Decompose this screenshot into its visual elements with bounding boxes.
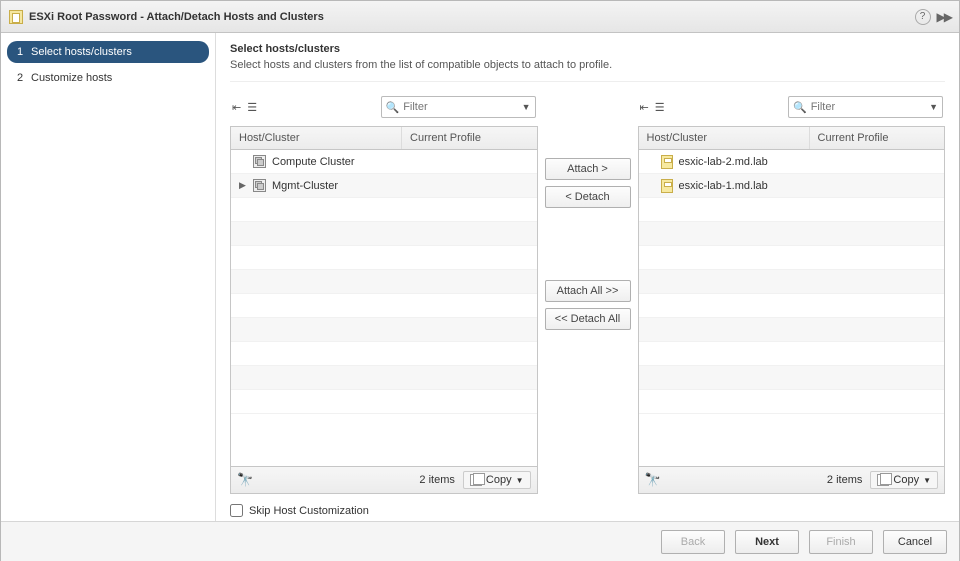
page-title: Select hosts/clusters xyxy=(230,43,945,55)
chevron-down-icon: ▼ xyxy=(923,476,931,485)
tree-list-icon[interactable]: ☰ xyxy=(247,101,257,114)
copy-icon xyxy=(470,474,482,486)
next-button[interactable]: Next xyxy=(735,530,799,554)
step-label: Select hosts/clusters xyxy=(31,46,132,58)
grid-row[interactable]: esxic-lab-2.md.lab xyxy=(639,150,945,174)
row-label: Compute Cluster xyxy=(272,156,355,168)
wizard-sidebar: 1 Select hosts/clusters 2 Customize host… xyxy=(1,33,216,521)
chevron-down-icon: ▼ xyxy=(516,476,524,485)
toolbar-icons[interactable]: ⇤ ☰ xyxy=(232,101,257,114)
host-icon xyxy=(661,155,673,169)
row-label: Mgmt-Cluster xyxy=(272,180,338,192)
filter-dropdown-icon[interactable]: ▼ xyxy=(522,102,531,112)
filter-box-right[interactable]: 🔍 ▼ xyxy=(788,96,943,118)
row-label: esxic-lab-1.md.lab xyxy=(679,180,768,192)
col-host-header[interactable]: Host/Cluster xyxy=(639,127,810,149)
cluster-icon xyxy=(253,155,266,168)
cluster-icon xyxy=(253,179,266,192)
item-count-right: 2 items xyxy=(827,474,862,486)
wizard-step-1[interactable]: 1 Select hosts/clusters xyxy=(7,41,209,63)
copy-button-left[interactable]: Copy ▼ xyxy=(463,471,531,489)
copy-label: Copy xyxy=(486,474,512,486)
skip-customization-label: Skip Host Customization xyxy=(249,505,369,517)
grid-row[interactable]: Compute Cluster xyxy=(231,150,537,174)
finish-button[interactable]: Finish xyxy=(809,530,873,554)
skip-customization-row: Skip Host Customization xyxy=(230,504,945,517)
filter-input-left[interactable] xyxy=(403,101,503,113)
find-icon[interactable]: 🔭 xyxy=(237,472,253,488)
attach-all-button[interactable]: Attach All >> xyxy=(545,280,631,302)
wizard-footer: Back Next Finish Cancel xyxy=(1,521,959,561)
item-count-left: 2 items xyxy=(419,474,454,486)
profile-icon xyxy=(9,10,23,24)
row-label: esxic-lab-2.md.lab xyxy=(679,156,768,168)
attached-panel: ⇤ ☰ 🔍 ▼ Host/Cluster Current Profile xyxy=(638,94,946,494)
attached-grid-body: esxic-lab-2.md.lab esxic-lab-1.md.lab xyxy=(639,150,945,466)
cancel-button[interactable]: Cancel xyxy=(883,530,947,554)
col-host-header[interactable]: Host/Cluster xyxy=(231,127,402,149)
attach-button[interactable]: Attach > xyxy=(545,158,631,180)
filter-box-left[interactable]: 🔍 ▼ xyxy=(381,96,536,118)
skip-customization-checkbox[interactable] xyxy=(230,504,243,517)
detach-all-button[interactable]: << Detach All xyxy=(545,308,631,330)
title-bar: ESXi Root Password - Attach/Detach Hosts… xyxy=(1,1,959,33)
copy-label: Copy xyxy=(893,474,919,486)
back-button[interactable]: Back xyxy=(661,530,725,554)
tree-list-icon[interactable]: ☰ xyxy=(655,101,665,114)
search-icon: 🔍 xyxy=(793,101,807,114)
available-grid: Host/Cluster Current Profile Compute Clu… xyxy=(230,126,538,494)
find-icon[interactable]: 🔭 xyxy=(645,472,661,488)
window-title: ESXi Root Password - Attach/Detach Hosts… xyxy=(29,11,324,23)
main-content: Select hosts/clusters Select hosts and c… xyxy=(216,33,959,521)
grid-row[interactable]: esxic-lab-1.md.lab xyxy=(639,174,945,198)
filter-dropdown-icon[interactable]: ▼ xyxy=(929,102,938,112)
search-icon: 🔍 xyxy=(386,101,400,114)
tree-collapse-icon[interactable]: ⇤ xyxy=(640,101,649,114)
wizard-step-2[interactable]: 2 Customize hosts xyxy=(7,67,209,89)
detach-button[interactable]: < Detach xyxy=(545,186,631,208)
help-icon[interactable]: ? xyxy=(915,9,931,25)
toolbar-icons[interactable]: ⇤ ☰ xyxy=(640,101,665,114)
filter-input-right[interactable] xyxy=(811,101,911,113)
step-label: Customize hosts xyxy=(31,72,112,84)
transfer-buttons: Attach > < Detach Attach All >> << Detac… xyxy=(538,94,638,494)
expander-icon[interactable]: ▶ xyxy=(239,180,247,191)
host-icon xyxy=(661,179,673,193)
available-panel: ⇤ ☰ 🔍 ▼ Host/Cluster Current Profile xyxy=(230,94,538,494)
attached-grid: Host/Cluster Current Profile esxic-lab-2… xyxy=(638,126,946,494)
step-number: 2 xyxy=(17,72,31,84)
col-profile-header[interactable]: Current Profile xyxy=(810,127,944,149)
page-subtitle: Select hosts and clusters from the list … xyxy=(230,59,945,71)
copy-button-right[interactable]: Copy ▼ xyxy=(870,471,938,489)
tree-collapse-icon[interactable]: ⇤ xyxy=(232,101,241,114)
copy-icon xyxy=(877,474,889,486)
step-number: 1 xyxy=(17,46,31,58)
col-profile-header[interactable]: Current Profile xyxy=(402,127,536,149)
grid-row[interactable]: ▶ Mgmt-Cluster xyxy=(231,174,537,198)
expand-icon[interactable]: ▶▶ xyxy=(937,10,951,24)
available-grid-body: Compute Cluster ▶ Mgmt-Cluster xyxy=(231,150,537,466)
